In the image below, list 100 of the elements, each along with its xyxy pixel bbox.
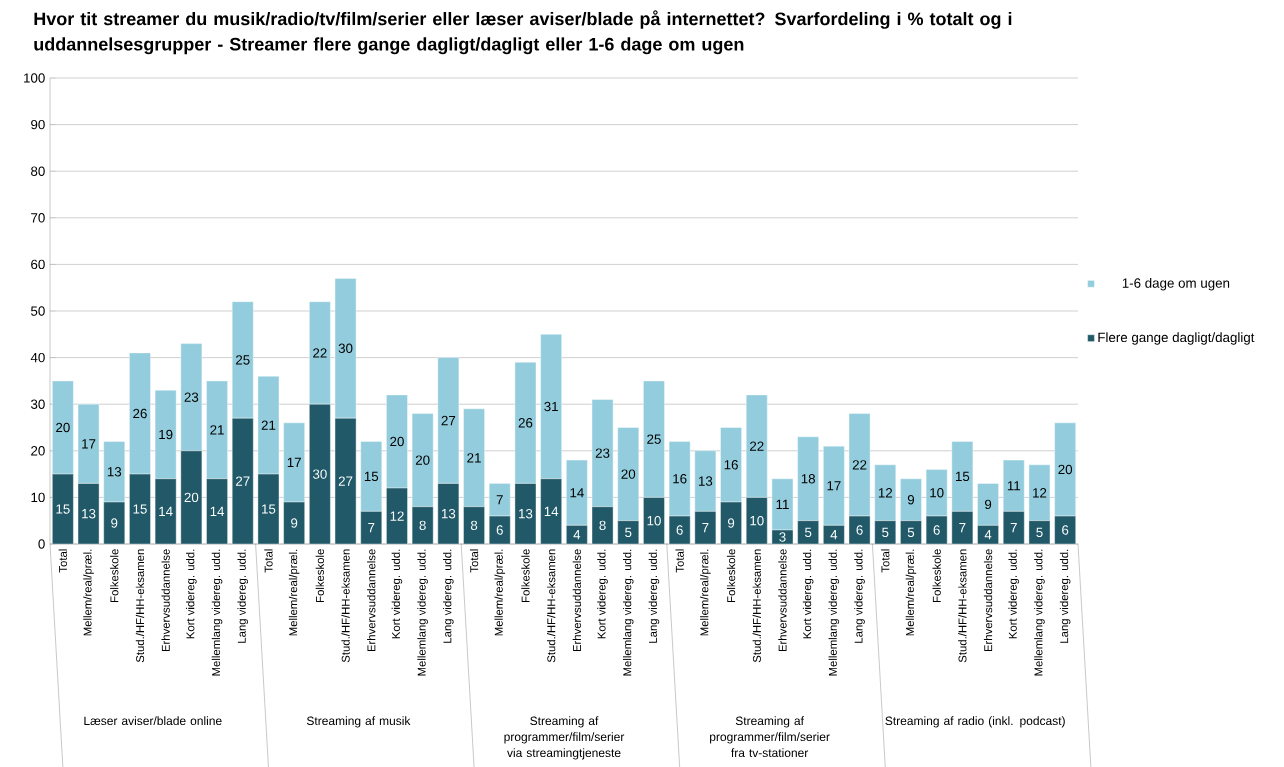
y-tick-label: 70: [31, 212, 45, 223]
data-label: 20: [621, 469, 636, 479]
data-label: 21: [467, 453, 481, 463]
data-label: 13: [519, 508, 533, 519]
data-label: 12: [1033, 487, 1047, 498]
data-label: 22: [313, 348, 327, 358]
y-tick-label: 10: [31, 492, 45, 502]
data-label: 7: [959, 522, 966, 533]
data-label: 27: [338, 476, 353, 486]
data-label: 31: [544, 401, 558, 412]
data-label: 20: [184, 492, 199, 502]
data-label: 8: [419, 520, 426, 530]
data-label: 9: [111, 518, 118, 528]
data-label: 10: [750, 515, 764, 526]
data-label: 6: [676, 525, 683, 535]
data-label: 10: [647, 515, 661, 526]
x-tick-label: Mellemlang videreg. udd.: [417, 549, 428, 676]
data-label: 17: [827, 481, 841, 491]
data-label: 6: [856, 525, 863, 535]
data-label: 13: [441, 508, 456, 519]
data-label: 5: [907, 527, 915, 537]
data-label: 17: [287, 457, 301, 467]
data-label: 27: [441, 415, 456, 426]
x-tick-label: Mellem/real/præl.: [83, 549, 94, 636]
data-label: 15: [955, 471, 970, 481]
data-label: 6: [1062, 525, 1069, 535]
text: Streaming af programmer/film/serier fra tv-stationer: [710, 716, 830, 757]
data-label: 23: [184, 392, 199, 402]
x-tick-label: Erhvervsuddannelse: [778, 549, 787, 651]
data-label: 8: [599, 520, 606, 530]
data-label: 23: [595, 448, 610, 458]
x-tick-label: Stud./HF/HH-eksamen: [546, 549, 556, 663]
x-tick-label: Kort videreg. udd.: [802, 549, 814, 639]
chart-title: Hvor tit streamer du musik/radio/tv/film/serier eller læser aviser/blade på internettet? Svarfordeling i % totalt og i uddannelsesgrupper - Streamer flere gange dagligt/dagligt eller 1-6 dage om ugen: [34, 10, 1012, 55]
text: Streaming af musik: [306, 716, 411, 728]
data-label: 12: [390, 511, 404, 521]
data-label: 3: [779, 532, 786, 542]
x-tick-label: Total: [264, 549, 273, 573]
data-label: 7: [1010, 522, 1017, 533]
data-label: 15: [133, 504, 147, 514]
x-tick-label: Lang videreg. udd.: [443, 549, 454, 643]
data-label: 26: [133, 408, 147, 419]
data-label: 13: [698, 476, 713, 486]
x-tick-label: Mellem/real/præl.: [700, 549, 711, 636]
x-tick-label: Lang videreg. udd.: [237, 549, 249, 643]
data-label: 9: [984, 499, 992, 509]
data-label: 21: [261, 420, 276, 430]
y-tick-label: 40: [30, 352, 45, 363]
y-tick-label: 100: [24, 73, 45, 83]
data-label: 7: [368, 522, 375, 533]
data-label: 14: [210, 506, 225, 516]
data-label: 4: [984, 529, 992, 540]
x-tick-label: Erhvervsuddannelse: [983, 549, 993, 651]
y-tick-label: 20: [31, 445, 45, 456]
x-tick-label: Lang videreg. udd.: [854, 549, 865, 643]
x-tick-label: Erhvervsuddannelse: [367, 549, 376, 651]
data-label: 25: [236, 355, 250, 365]
data-label: 15: [56, 504, 70, 514]
x-tick-label: Folkeskole: [726, 549, 736, 602]
x-tick-label: Erhvervsuddannelse: [572, 549, 582, 651]
data-label: 16: [724, 459, 738, 470]
data-label: 9: [727, 518, 735, 528]
x-tick-label: Folkeskole: [521, 549, 530, 602]
data-label: 5: [1036, 527, 1043, 537]
data-label: 17: [82, 439, 96, 449]
data-label: 5: [805, 527, 812, 537]
data-label: 26: [518, 418, 533, 428]
data-label: 9: [291, 518, 298, 528]
x-tick-label: Mellem/real/præl.: [494, 549, 506, 636]
x-tick-label: Stud./HF/HH-eksamen: [135, 549, 145, 663]
x-tick-label: Folkeskole: [110, 549, 119, 602]
data-label: 25: [647, 434, 661, 444]
data-label: 15: [262, 504, 276, 514]
data-label: 15: [364, 471, 379, 481]
x-tick-label: Mellemlang videreg. udd.: [828, 549, 840, 676]
data-label: 14: [159, 506, 173, 516]
x-tick-label: Folkeskole: [932, 549, 941, 602]
x-tick-label: Stud./HF/HH-eksamen: [958, 549, 967, 663]
data-label: 9: [907, 494, 915, 505]
text: Læser aviser/blade online: [84, 716, 222, 725]
x-tick-label: Kort videreg. udd.: [597, 549, 608, 639]
data-label: 12: [878, 487, 893, 498]
data-label: 16: [673, 473, 687, 484]
data-label: 6: [496, 525, 503, 535]
x-tick-label: Total: [58, 549, 68, 573]
data-label: 7: [496, 495, 503, 505]
x-tick-label: Mellem/real/præl.: [288, 549, 300, 636]
y-tick-label: 90: [31, 119, 45, 130]
y-tick-label: 50: [31, 306, 45, 316]
x-tick-label: Folkeskole: [315, 549, 325, 602]
data-label: 8: [470, 520, 478, 530]
data-label: 30: [338, 343, 353, 353]
data-label: 27: [236, 476, 250, 486]
x-tick-label: Total: [469, 549, 479, 573]
x-tick-label: Mellemlang videreg. udd.: [622, 549, 634, 676]
x-tick-label: Mellem/real/præl.: [905, 549, 917, 636]
data-label: 21: [210, 425, 224, 435]
data-label: 20: [1058, 464, 1073, 475]
data-label: 22: [750, 441, 764, 451]
data-label: 5: [625, 527, 632, 537]
